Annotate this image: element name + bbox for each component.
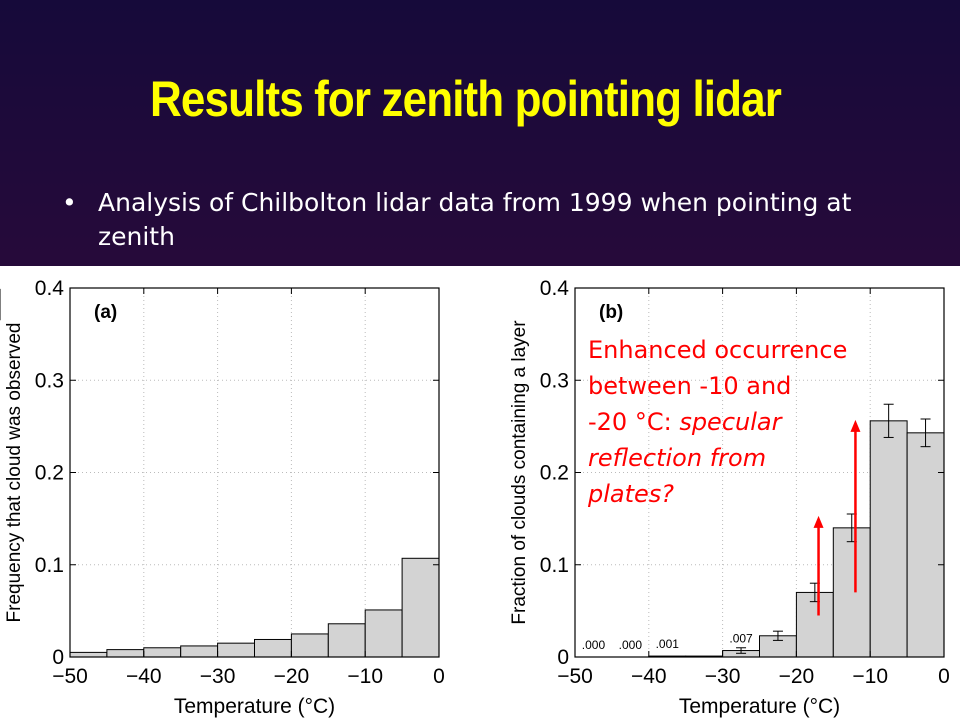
figure: −50 −40 −30 −20 −10 0 0 0.1 0.2 0.3 0.4 Temperature… bbox=[0, 266, 960, 720]
y-tick-label: 0 bbox=[52, 646, 64, 669]
bar bbox=[143, 647, 182, 658]
annotation-arrow-head bbox=[850, 419, 861, 432]
bar bbox=[906, 432, 945, 658]
bar bbox=[364, 609, 403, 658]
chart-panel-b: .000 .000 .001 .007 −50 −40 −30 −20 −10 0 0 0.1 0.2 0… bbox=[0, 277, 950, 718]
x-tick-label: 0 bbox=[433, 665, 445, 688]
annotation-line: between -10 and bbox=[588, 372, 791, 400]
annotation-line: -20 °C: bbox=[588, 408, 679, 436]
data-label: .001 bbox=[656, 637, 680, 651]
x-tick-label: −50 bbox=[557, 665, 593, 688]
x-tick-label: −40 bbox=[631, 665, 667, 688]
bar bbox=[180, 645, 219, 658]
annotation-line-italic: specular bbox=[679, 408, 783, 436]
bullet-item: • Analysis of Chilbolton lidar data from… bbox=[62, 186, 898, 254]
x-tick-label: −50 bbox=[52, 665, 88, 688]
data-label: .000 bbox=[619, 638, 643, 652]
x-tick-label: −10 bbox=[347, 665, 383, 688]
y-tick-label: 0.2 bbox=[35, 462, 64, 485]
data-label: .000 bbox=[582, 638, 606, 652]
y-tick-label: 0.4 bbox=[540, 277, 570, 300]
annotation-line: Enhanced occurrence bbox=[588, 336, 847, 364]
bullet-dot-icon: • bbox=[62, 188, 77, 217]
annotation-text: Enhanced occurrence between -10 and -20 °C… bbox=[587, 336, 847, 508]
y-tick-label: 0.3 bbox=[35, 369, 64, 392]
bullet-text: Analysis of Chilbolton lidar data from 1… bbox=[98, 188, 852, 251]
x-tick-label: 0 bbox=[938, 665, 950, 688]
bar bbox=[832, 527, 871, 658]
y-axis-title: Frequency that cloud was observed bbox=[4, 323, 25, 623]
data-label: .007 bbox=[729, 632, 753, 646]
slide-title: Results for zenith pointing lidar bbox=[150, 71, 782, 127]
x-tick-label: −30 bbox=[705, 665, 741, 688]
x-axis-title: Temperature (°C) bbox=[679, 695, 840, 718]
chart-panel-a: −50 −40 −30 −20 −10 0 0 0.1 0.2 0.3 0.4 Temperature… bbox=[4, 277, 445, 718]
y-tick-label: 0.2 bbox=[540, 462, 569, 485]
bar bbox=[106, 649, 145, 658]
panel-label: (a) bbox=[94, 302, 117, 323]
bar bbox=[290, 633, 329, 658]
annotation-line: plates? bbox=[587, 480, 674, 508]
x-tick-label: −20 bbox=[779, 665, 815, 688]
bar bbox=[69, 651, 108, 658]
bar bbox=[254, 638, 292, 658]
bar bbox=[869, 420, 908, 658]
panel-label: (b) bbox=[599, 302, 623, 323]
x-axis-title: Temperature (°C) bbox=[174, 695, 335, 718]
x-tick-label: −30 bbox=[200, 665, 236, 688]
bar bbox=[217, 642, 256, 658]
x-tick-label: −20 bbox=[274, 665, 310, 688]
x-tick-label: −40 bbox=[126, 665, 162, 688]
bar bbox=[327, 623, 366, 658]
y-tick-label: 0 bbox=[557, 646, 569, 669]
y-tick-label: 0.1 bbox=[35, 554, 64, 577]
y-tick-label: 0.1 bbox=[540, 554, 569, 577]
annotation-arrow-head bbox=[813, 515, 824, 528]
y-axis-title: Fraction of clouds containing a layer bbox=[509, 320, 530, 625]
annotation-line: reflection from bbox=[588, 444, 766, 472]
x-tick-label: −10 bbox=[852, 665, 888, 688]
bar bbox=[401, 557, 440, 658]
y-tick-label: 0.4 bbox=[35, 277, 65, 300]
figure-canvas: −50 −40 −30 −20 −10 0 0 0.1 0.2 0.3 0.4 Temperature… bbox=[0, 277, 950, 718]
y-tick-label: 0.3 bbox=[540, 369, 569, 392]
bullet-list: • Analysis of Chilbolton lidar data from… bbox=[62, 186, 898, 254]
bar bbox=[795, 591, 834, 658]
